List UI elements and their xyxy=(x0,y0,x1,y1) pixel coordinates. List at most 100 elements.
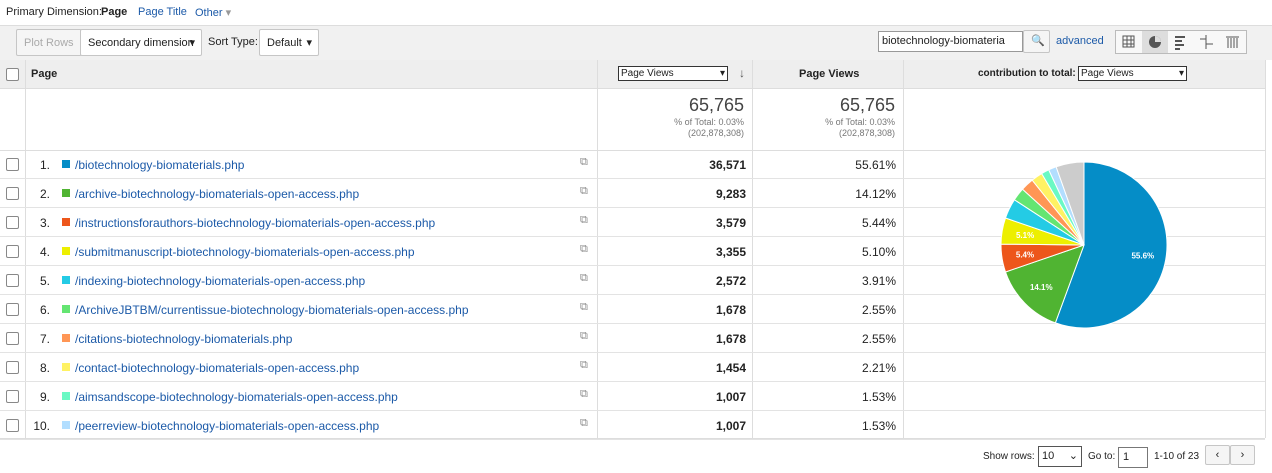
goto-input[interactable]: 1 xyxy=(1118,447,1148,468)
row-color xyxy=(62,276,70,284)
row-views: 1,007 xyxy=(715,390,746,404)
contribution-select[interactable]: Page Views ▾ xyxy=(1078,66,1187,81)
row-page-link[interactable]: /submitmanuscript-biotechnology-biomater… xyxy=(75,245,415,259)
metric-header: Page Views xyxy=(799,68,860,80)
row-rank: 2. xyxy=(39,187,50,201)
row-contribution: 55.61% xyxy=(855,158,896,172)
row-page-link[interactable]: /instructionsforauthors-biotechnology-bi… xyxy=(75,216,436,230)
row-contribution: 5.10% xyxy=(861,245,896,259)
pie-slice[interactable] xyxy=(1054,161,1168,329)
row-popout[interactable]: ⧉ xyxy=(580,301,588,313)
other-text[interactable]: Other xyxy=(195,7,223,19)
row-checkbox[interactable] xyxy=(6,332,19,345)
toolbar xyxy=(0,25,1272,60)
row-page-link[interactable]: /archive-biotechnology-biomaterials-open… xyxy=(75,187,360,201)
row-views: 2,572 xyxy=(715,274,746,288)
view-icons[interactable] xyxy=(1115,30,1247,54)
row-views: 1,678 xyxy=(715,303,746,317)
row-page-link[interactable]: /citations-biotechnology-biomaterials.ph… xyxy=(75,332,293,346)
dimension-other[interactable]: Other ▾ xyxy=(195,7,232,19)
search-text[interactable]: biotechnology-biomateria xyxy=(882,35,1005,47)
row-page-link[interactable]: /contact-biotechnology-biomaterials-open… xyxy=(75,361,360,375)
total-sum: (202,878,308) xyxy=(687,128,744,138)
prev-page[interactable]: ‹ xyxy=(1205,445,1230,465)
row-checkbox[interactable] xyxy=(6,419,19,432)
row-color xyxy=(62,392,70,400)
total-value: 65,765 xyxy=(839,95,895,115)
sort-value[interactable]: Default xyxy=(267,37,302,49)
row-popout[interactable]: ⧉ xyxy=(580,214,588,226)
sort-type-select[interactable]: Default ▾ xyxy=(259,29,319,56)
row-checkbox[interactable] xyxy=(6,390,19,403)
row-rank: 3. xyxy=(39,216,50,230)
row-popout[interactable]: ⧉ xyxy=(580,185,588,197)
plot-rows-button[interactable]: Plot Rows xyxy=(16,29,82,56)
row-page-link[interactable]: /ArchiveJBTBM/currentissue-biotechnology… xyxy=(75,303,469,317)
dimension-page-title[interactable]: Page Title xyxy=(138,6,187,18)
row-checkbox[interactable] xyxy=(6,274,19,287)
primary-dimension-label: Primary Dimension: xyxy=(6,6,102,18)
table-row: 1. /biotechnology-biomaterials.php ⧉ 36,571… xyxy=(0,150,1265,179)
pie-label: 5.4% xyxy=(1016,251,1034,260)
row-popout[interactable]: ⧉ xyxy=(580,359,588,371)
rows-value[interactable]: 10 xyxy=(1042,450,1055,462)
sort-type-label: Sort Type: xyxy=(208,36,258,48)
table-row: 8. /contact-biotechnology-biomaterials-op… xyxy=(0,353,1265,382)
col-sep xyxy=(903,60,904,438)
page-header: Page xyxy=(31,68,58,80)
total-value: 65,765 xyxy=(688,95,744,115)
row-popout[interactable]: ⧉ xyxy=(580,417,588,429)
row-checkbox[interactable] xyxy=(6,158,19,171)
row-views: 1,007 xyxy=(715,419,746,433)
rows-select[interactable]: 10 ⌄ xyxy=(1038,446,1082,467)
col-sep xyxy=(752,60,753,438)
pie-slice[interactable] xyxy=(1055,161,1085,246)
row-popout[interactable]: ⧉ xyxy=(580,243,588,255)
row-color xyxy=(62,160,70,168)
goto-value[interactable]: 1 xyxy=(1123,451,1130,463)
row-page-link[interactable]: /indexing-biotechnology-biomaterials-ope… xyxy=(75,274,366,288)
dimension-page[interactable]: Page xyxy=(101,6,128,18)
secondary-dimension-button[interactable]: Secondary dimension ▾ xyxy=(80,29,202,56)
table-row: 7. /citations-biotechnology-biomaterials.… xyxy=(0,324,1265,353)
select-all-checkbox[interactable] xyxy=(6,68,19,81)
row-page-link[interactable]: /biotechnology-biomaterials.php xyxy=(75,158,245,172)
row-checkbox[interactable] xyxy=(6,245,19,258)
next-page[interactable]: › xyxy=(1230,445,1255,465)
secondary-text[interactable]: Secondary dimension xyxy=(88,37,194,49)
row-views: 36,571 xyxy=(709,158,746,172)
row-contribution: 1.53% xyxy=(861,390,896,404)
row-popout[interactable]: ⧉ xyxy=(580,388,588,400)
row-rank: 6. xyxy=(39,303,50,317)
row-color xyxy=(62,334,70,342)
contribution-select-text[interactable]: Page Views xyxy=(1081,68,1134,79)
row-popout[interactable]: ⧉ xyxy=(580,272,588,284)
row-page-link[interactable]: /peerreview-biotechnology-biomaterials-o… xyxy=(75,419,380,433)
row-popout[interactable]: ⧉ xyxy=(580,330,588,342)
search-button[interactable]: 🔍 xyxy=(1023,30,1050,53)
table-row: 4. /submitmanuscript-biotechnology-biomat… xyxy=(0,237,1265,266)
row-color xyxy=(62,247,70,255)
row-contribution: 2.21% xyxy=(861,361,896,375)
sort-arrow[interactable]: ↓ xyxy=(739,66,745,80)
row-views: 1,678 xyxy=(715,332,746,346)
row-color xyxy=(62,421,70,429)
row-rank: 8. xyxy=(39,361,50,375)
row-checkbox[interactable] xyxy=(6,187,19,200)
metric-select[interactable]: Page Views ▾ xyxy=(618,66,728,81)
search-input[interactable]: biotechnology-biomateria xyxy=(878,31,1023,52)
row-contribution: 3.91% xyxy=(861,274,896,288)
pie-chart: 55.6% 14.1% 5.4% 5.1% xyxy=(1000,161,1168,329)
row-checkbox[interactable] xyxy=(6,303,19,316)
goto-label: Go to: xyxy=(1088,451,1116,462)
table-bottom xyxy=(0,438,1265,439)
row-popout[interactable]: ⧉ xyxy=(580,156,588,168)
row-checkbox[interactable] xyxy=(6,216,19,229)
pie-slice[interactable] xyxy=(1004,244,1085,324)
row-page-link[interactable]: /aimsandscope-biotechnology-biomaterials… xyxy=(75,390,398,404)
row-checkbox[interactable] xyxy=(6,361,19,374)
row-color xyxy=(62,218,70,226)
row-rank: 1. xyxy=(39,158,50,172)
metric-select-text[interactable]: Page Views xyxy=(621,68,674,79)
advanced-link[interactable]: advanced xyxy=(1056,35,1104,47)
